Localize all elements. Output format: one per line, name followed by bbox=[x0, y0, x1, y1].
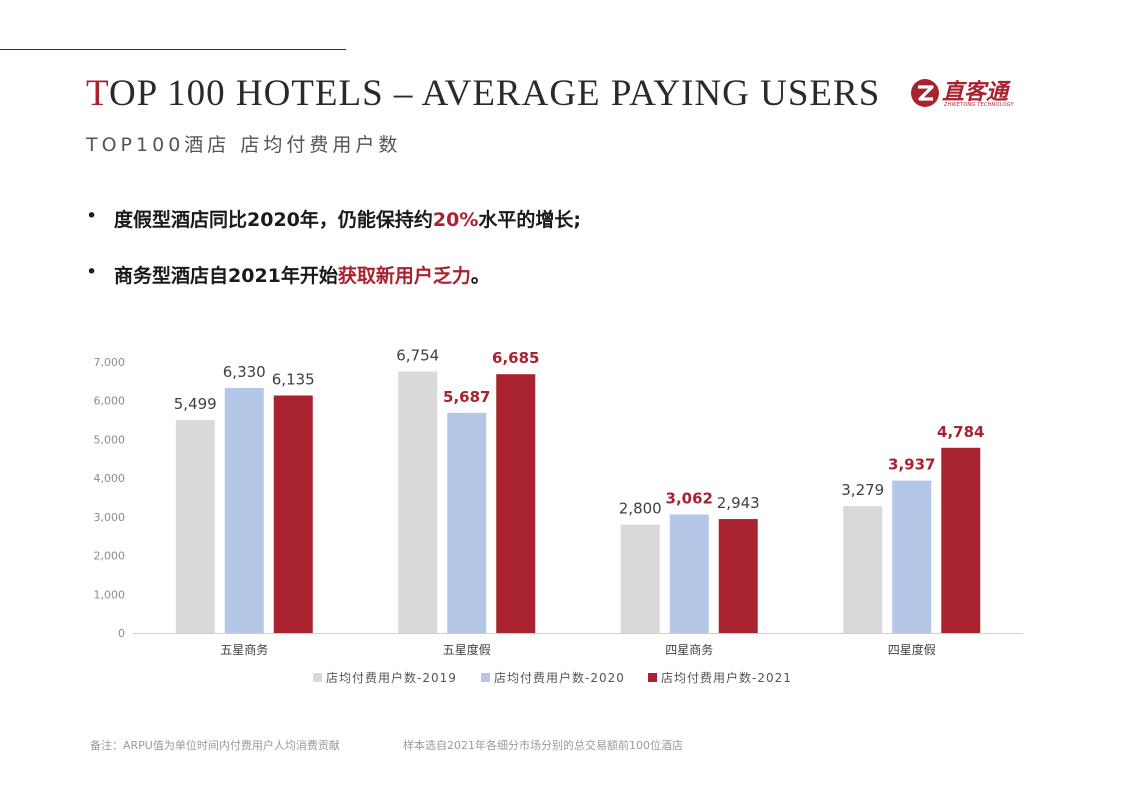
finding-business-weak: • 商务型酒店自2021年开始获取新用户乏力。 bbox=[86, 261, 581, 291]
bar bbox=[175, 420, 215, 633]
data-label: 6,135 bbox=[272, 370, 315, 388]
bar bbox=[620, 524, 660, 633]
data-label: 5,499 bbox=[174, 395, 217, 413]
data-label: 2,800 bbox=[619, 500, 662, 518]
data-label: 4,784 bbox=[937, 423, 984, 441]
logo-z-icon bbox=[911, 79, 939, 107]
y-tick-label: 2,000 bbox=[94, 550, 126, 563]
legend-swatch bbox=[481, 673, 490, 682]
legend-entry: 店均付费用户数-2020 bbox=[494, 670, 625, 685]
footnote-arpu: 备注：ARPU值为单位时间内付费用户人均消费贡献 bbox=[90, 739, 340, 752]
title-rest: OP 100 HOTELS – AVERAGE PAYING USERS bbox=[108, 73, 881, 114]
data-label: 3,062 bbox=[666, 489, 713, 507]
y-tick-label: 4,000 bbox=[94, 472, 126, 485]
key-findings-list: • 度假型酒店同比2020年，仍能保持约20%水平的增长; • 商务型酒店自2021… bbox=[86, 205, 581, 317]
bar bbox=[669, 514, 709, 633]
x-tick-label: 五星商务 bbox=[220, 642, 268, 657]
y-tick-label: 5,000 bbox=[94, 433, 126, 446]
legend-swatch bbox=[648, 673, 657, 682]
top-divider-line bbox=[0, 49, 346, 50]
bar bbox=[843, 506, 883, 633]
bullet-marker: • bbox=[86, 205, 98, 227]
bar bbox=[496, 374, 536, 633]
bar bbox=[447, 412, 487, 633]
y-tick-label: 1,000 bbox=[94, 588, 126, 601]
finding-resort-growth: • 度假型酒店同比2020年，仍能保持约20%水平的增长; bbox=[86, 205, 581, 235]
page-title: TOP 100 HOTELS – AVERAGE PAYING USERS bbox=[86, 72, 880, 115]
bullet-marker: • bbox=[86, 261, 98, 283]
finding-highlight: 获取新用户乏力 bbox=[337, 265, 471, 287]
legend-entry: 店均付费用户数-2019 bbox=[326, 670, 457, 685]
data-label: 3,279 bbox=[841, 481, 884, 499]
legend-entry: 店均付费用户数-2021 bbox=[661, 670, 792, 685]
company-logo: 直客通 ZHIKETONG TECHNOLOGY bbox=[910, 76, 1028, 112]
y-tick-label: 0 bbox=[118, 627, 125, 640]
bar bbox=[224, 387, 264, 633]
finding-text: 商务型酒店自2021年开始 bbox=[114, 265, 338, 287]
y-tick-label: 3,000 bbox=[94, 511, 126, 524]
x-tick-label: 四星度假 bbox=[888, 642, 936, 657]
footnote-sample: 样本选自2021年各细分市场分别的总交易额前100位酒店 bbox=[403, 739, 683, 752]
data-label: 2,943 bbox=[717, 494, 760, 512]
y-tick-label: 6,000 bbox=[94, 395, 126, 408]
bar bbox=[273, 395, 313, 633]
x-tick-label: 五星度假 bbox=[443, 642, 491, 657]
data-label: 6,754 bbox=[396, 347, 439, 365]
bar bbox=[398, 371, 438, 633]
x-tick-label: 四星商务 bbox=[665, 642, 713, 657]
logo-wordmark: 直客通 bbox=[942, 80, 1009, 105]
legend-swatch bbox=[313, 673, 322, 682]
data-label: 6,685 bbox=[492, 349, 539, 367]
title-initial: T bbox=[86, 73, 109, 114]
finding-text-end: 水平的增长; bbox=[478, 209, 581, 231]
data-label: 6,330 bbox=[223, 363, 266, 381]
bar bbox=[941, 447, 981, 633]
logo-tagline: ZHIKETONG TECHNOLOGY bbox=[944, 102, 1014, 108]
data-label: 3,937 bbox=[888, 456, 935, 474]
finding-highlight: 20% bbox=[432, 209, 479, 231]
finding-text: 度假型酒店同比2020年，仍能保持约 bbox=[114, 209, 433, 231]
y-tick-label: 7,000 bbox=[94, 356, 126, 369]
bar bbox=[718, 519, 758, 633]
page-subtitle: TOP100酒店 店均付费用户数 bbox=[86, 134, 402, 156]
bar-chart: 0 1,000 2,000 3,000 4,000 5,000 6,000 7,000 5,49… bbox=[94, 347, 1023, 685]
finding-text-end: 。 bbox=[470, 265, 490, 287]
data-label: 5,687 bbox=[443, 388, 490, 406]
bar bbox=[892, 480, 932, 633]
